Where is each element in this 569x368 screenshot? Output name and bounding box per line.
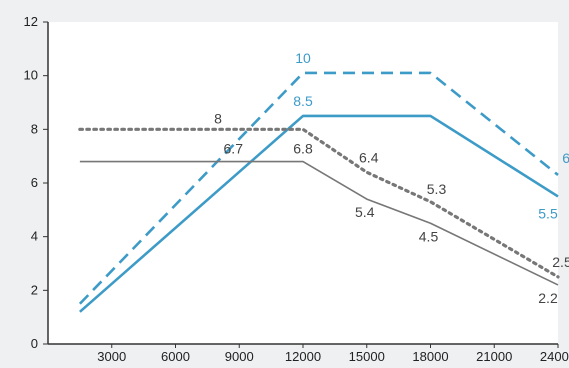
data-label: 8 [214,110,222,126]
series-dashed-line [78,71,559,305]
x-tick-label: 21000 [476,349,512,364]
data-label: 5.5 [538,205,558,221]
series-dotted-line [78,127,560,279]
x-tick-label: 24000 [540,349,569,364]
plot-background [48,22,558,344]
x-tick-label: 3000 [97,349,126,364]
data-label: 2.2 [538,290,558,306]
data-label: 6.8 [293,141,313,157]
data-label: 6.4 [359,149,379,165]
x-tick-label: 6000 [161,349,190,364]
y-tick-label: 0 [31,336,38,351]
data-label: 10 [295,50,311,66]
x-tick-label: 18000 [412,349,448,364]
y-tick-label: 12 [24,14,38,29]
data-label: 5.3 [427,181,447,197]
data-label: 2.5 [552,254,569,270]
data-label: 4.5 [419,228,439,244]
data-label: 5.4 [355,204,375,220]
y-tick-label: 4 [31,229,38,244]
x-tick-label: 9000 [225,349,254,364]
y-tick-label: 8 [31,121,38,136]
data-label: 8.5 [293,93,313,109]
series-thin-line [79,160,559,286]
data-label: 6.7 [224,141,244,157]
y-tick-label: 10 [24,68,38,83]
y-tick-label: 2 [31,282,38,297]
x-tick-label: 15000 [349,349,385,364]
data-label: 6.3 [562,150,569,166]
x-tick-label: 12000 [285,349,321,364]
series-solid-line [79,114,559,313]
y-tick-label: 6 [31,175,38,190]
